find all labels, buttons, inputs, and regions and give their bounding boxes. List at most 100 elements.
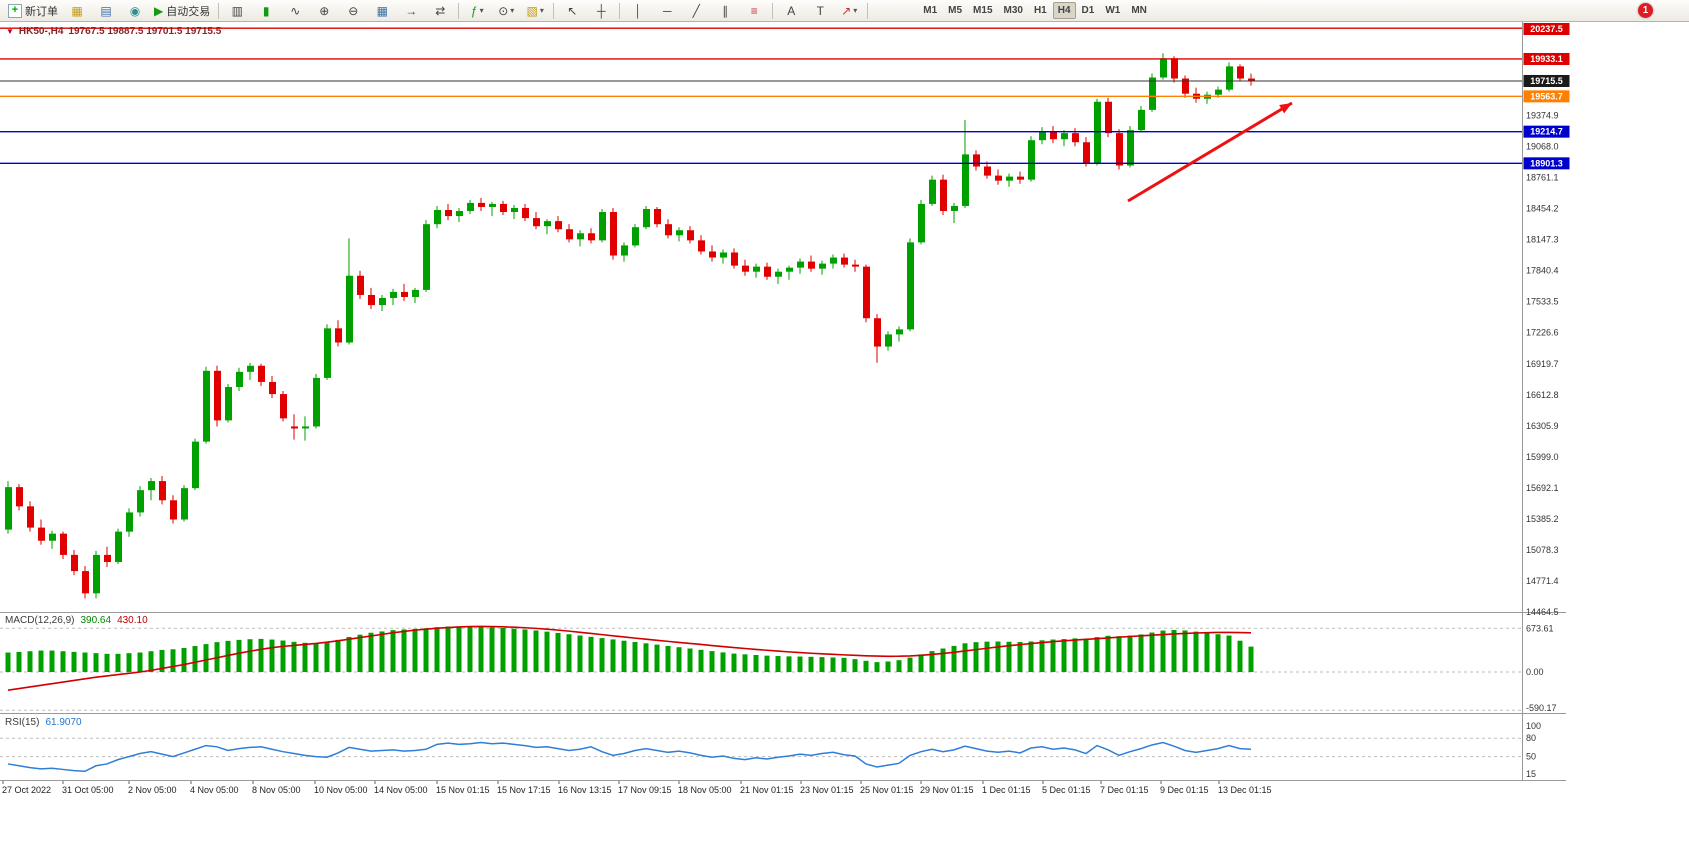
- autotrade-button[interactable]: ▶ 自动交易: [150, 1, 214, 21]
- price-tick-label: 15999.0: [1526, 452, 1559, 462]
- candle: [236, 371, 243, 388]
- macd-axis-label: 673.61: [1526, 623, 1554, 633]
- candle: [841, 257, 848, 265]
- timeframe-h4[interactable]: H4: [1052, 2, 1076, 19]
- indicators-button[interactable]: ƒ ▾: [463, 1, 491, 21]
- price-badge: [1523, 74, 1570, 87]
- candle: [775, 271, 782, 277]
- candle: [896, 329, 903, 335]
- arrows-tool-button[interactable]: ↗ ▾: [835, 1, 863, 21]
- text-button[interactable]: A: [777, 1, 805, 21]
- timeframe-w1[interactable]: W1: [1105, 5, 1121, 16]
- profiles-button[interactable]: ▦: [63, 1, 91, 21]
- auto-scroll-button[interactable]: →: [397, 1, 425, 21]
- candle: [203, 370, 210, 442]
- price-axis[interactable]: 19374.9 19068.0 18761.1 18454.2 18147.3 17840…: [1523, 23, 1570, 617]
- chevron-down-icon: ▾: [853, 6, 858, 15]
- horizontal-line-button[interactable]: ─: [653, 1, 681, 21]
- rsi-axis-label: 50: [1526, 752, 1536, 762]
- new-order-button[interactable]: + 新订单: [4, 1, 62, 21]
- line-chart-button[interactable]: ∿: [281, 1, 309, 21]
- time-tick-label: 5 Dec 01:15: [1042, 785, 1091, 795]
- candle: [863, 266, 870, 319]
- macd-indicator-label: MACD(12,26,9) 390.64 430.10: [5, 615, 148, 626]
- candle: [500, 203, 507, 213]
- timeframe-m30[interactable]: M30: [1003, 5, 1023, 16]
- toolbar-separator: [218, 2, 220, 19]
- print-button[interactable]: ▤: [92, 1, 120, 21]
- zoom-in-button[interactable]: ⊕: [310, 1, 338, 21]
- periods-button[interactable]: ⊙ ▾: [492, 1, 520, 21]
- candle: [115, 531, 122, 562]
- cursor-button[interactable]: ↖: [558, 1, 586, 21]
- candle: [566, 229, 573, 240]
- chart-symbol-label: ▼ HK50-,H4 19767.5 19887.5 19701.5 19715…: [6, 26, 221, 37]
- candle: [962, 154, 969, 206]
- candle: [1248, 78, 1255, 81]
- notification-badge[interactable]: 1: [1638, 3, 1653, 18]
- candle: [676, 230, 683, 236]
- candlestick-chart-icon: ▮: [262, 3, 270, 18]
- rsi-layer: 100 80 50 15: [7, 721, 1541, 779]
- candle: [1050, 131, 1057, 140]
- vertical-line-button[interactable]: │: [624, 1, 652, 21]
- candle: [60, 533, 67, 555]
- candle: [423, 224, 430, 290]
- tile-windows-button[interactable]: ▦: [368, 1, 396, 21]
- price-tick-label: 14464.5: [1526, 607, 1559, 617]
- timeframe-m15[interactable]: M15: [973, 5, 993, 16]
- candle: [368, 294, 375, 306]
- candle: [764, 266, 771, 277]
- horizontal-line-icon: ─: [662, 3, 672, 18]
- rsi-axis-label: 100: [1526, 721, 1541, 731]
- time-tick-label: 2 Nov 05:00: [128, 785, 177, 795]
- time-axis[interactable]: 27 Oct 2022 31 Oct 05:00 2 Nov 05:00 4 Nov …: [2, 781, 1272, 795]
- toolbar-separator: [619, 2, 621, 19]
- candle: [1127, 130, 1134, 166]
- fibonacci-button[interactable]: ≡: [740, 1, 768, 21]
- candle: [181, 488, 188, 520]
- timeframe-mn[interactable]: MN: [1131, 5, 1147, 16]
- candle: [71, 554, 78, 572]
- auto-scroll-icon: →: [405, 3, 418, 18]
- candle: [885, 334, 892, 347]
- price-badge-label: 19933.1: [1530, 54, 1563, 64]
- timeframe-h1[interactable]: H1: [1033, 5, 1047, 16]
- timeframe-m5[interactable]: M5: [948, 5, 963, 16]
- macd-signal-value: 430.10: [117, 615, 148, 626]
- candle: [874, 318, 881, 347]
- candle: [918, 203, 925, 243]
- price-tick-label: 16305.9: [1526, 421, 1559, 431]
- candle: [665, 224, 672, 236]
- print-icon: ▤: [100, 3, 112, 18]
- candle: [1072, 133, 1079, 143]
- crosshair-button[interactable]: ┼: [587, 1, 615, 21]
- candle: [599, 212, 606, 241]
- bar-chart-button[interactable]: ▥: [223, 1, 251, 21]
- candle: [544, 221, 551, 227]
- candle: [379, 297, 386, 306]
- candle: [1193, 93, 1200, 99]
- time-tick-label: 1 Dec 01:15: [982, 785, 1031, 795]
- periods-icon: ⊙: [498, 3, 509, 18]
- timeframe-m1[interactable]: M1: [923, 5, 938, 16]
- candle: [797, 261, 804, 268]
- templates-button[interactable]: ▧ ▾: [521, 1, 549, 21]
- text-label-button[interactable]: T: [806, 1, 834, 21]
- crosshair-icon: ┼: [596, 3, 606, 18]
- candle: [27, 506, 34, 528]
- sound-button[interactable]: ◉: [121, 1, 149, 21]
- candle: [1215, 89, 1222, 95]
- timeframe-d1[interactable]: D1: [1081, 5, 1095, 16]
- trendline-button[interactable]: ╱: [682, 1, 710, 21]
- time-tick-label: 17 Nov 09:15: [618, 785, 672, 795]
- candle: [291, 426, 298, 429]
- channel-button[interactable]: ∥: [711, 1, 739, 21]
- time-tick-label: 8 Nov 05:00: [252, 785, 301, 795]
- zoom-out-button[interactable]: ⊖: [339, 1, 367, 21]
- candle: [1061, 133, 1068, 140]
- time-tick-label: 7 Dec 01:15: [1100, 785, 1149, 795]
- chart-shift-button[interactable]: ⇄: [426, 1, 454, 21]
- candlestick-chart-button[interactable]: ▮: [252, 1, 280, 21]
